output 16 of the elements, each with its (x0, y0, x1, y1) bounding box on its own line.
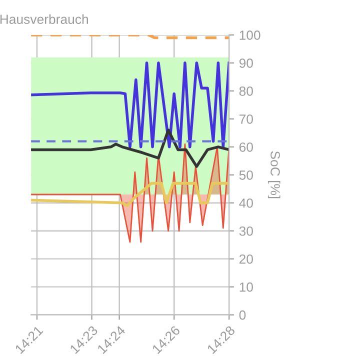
y-tick-label: 70 (239, 114, 253, 124)
line-series (31, 182, 230, 208)
y-tick-label: 0 (239, 310, 246, 320)
y-tick-label: 30 (239, 226, 253, 236)
y-axis-title: SoC [%] (268, 151, 280, 198)
line-series (31, 128, 230, 168)
y-tick-label: 20 (239, 254, 253, 264)
chart-title: Hausverbrauch (0, 14, 88, 24)
line-series (31, 62, 230, 148)
y-tick-label: 100 (240, 30, 260, 40)
y-tick-label: 40 (239, 198, 253, 208)
y-tick-label: 50 (239, 170, 253, 180)
y-tick-label: 80 (239, 86, 253, 96)
y-tick-label: 90 (239, 58, 253, 68)
y-tick-label: 60 (239, 142, 253, 152)
y-tick-label: 10 (240, 282, 253, 292)
